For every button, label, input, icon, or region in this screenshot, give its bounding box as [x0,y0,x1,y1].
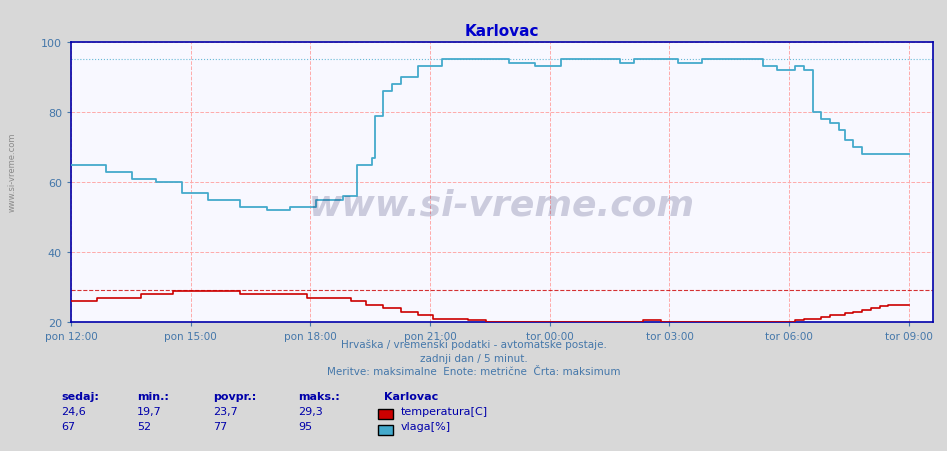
Text: sedaj:: sedaj: [62,391,99,401]
Text: www.si-vreme.com: www.si-vreme.com [8,132,17,211]
Text: 19,7: 19,7 [137,406,162,416]
Text: 67: 67 [62,421,76,431]
Text: temperatura[C]: temperatura[C] [401,406,488,416]
Text: Karlovac: Karlovac [384,391,438,401]
Text: 29,3: 29,3 [298,406,323,416]
Text: 95: 95 [298,421,313,431]
Text: Hrvaška / vremenski podatki - avtomatske postaje.: Hrvaška / vremenski podatki - avtomatske… [341,339,606,349]
Text: Meritve: maksimalne  Enote: metrične  Črta: maksimum: Meritve: maksimalne Enote: metrične Črta… [327,366,620,376]
Text: povpr.:: povpr.: [213,391,257,401]
Text: zadnji dan / 5 minut.: zadnji dan / 5 minut. [420,353,527,363]
Text: 77: 77 [213,421,227,431]
Text: 23,7: 23,7 [213,406,238,416]
Text: 52: 52 [137,421,152,431]
Title: Karlovac: Karlovac [465,24,539,39]
Text: 24,6: 24,6 [62,406,86,416]
Text: min.:: min.: [137,391,170,401]
Text: www.si-vreme.com: www.si-vreme.com [309,188,695,222]
Text: maks.:: maks.: [298,391,340,401]
Text: vlaga[%]: vlaga[%] [401,421,451,431]
